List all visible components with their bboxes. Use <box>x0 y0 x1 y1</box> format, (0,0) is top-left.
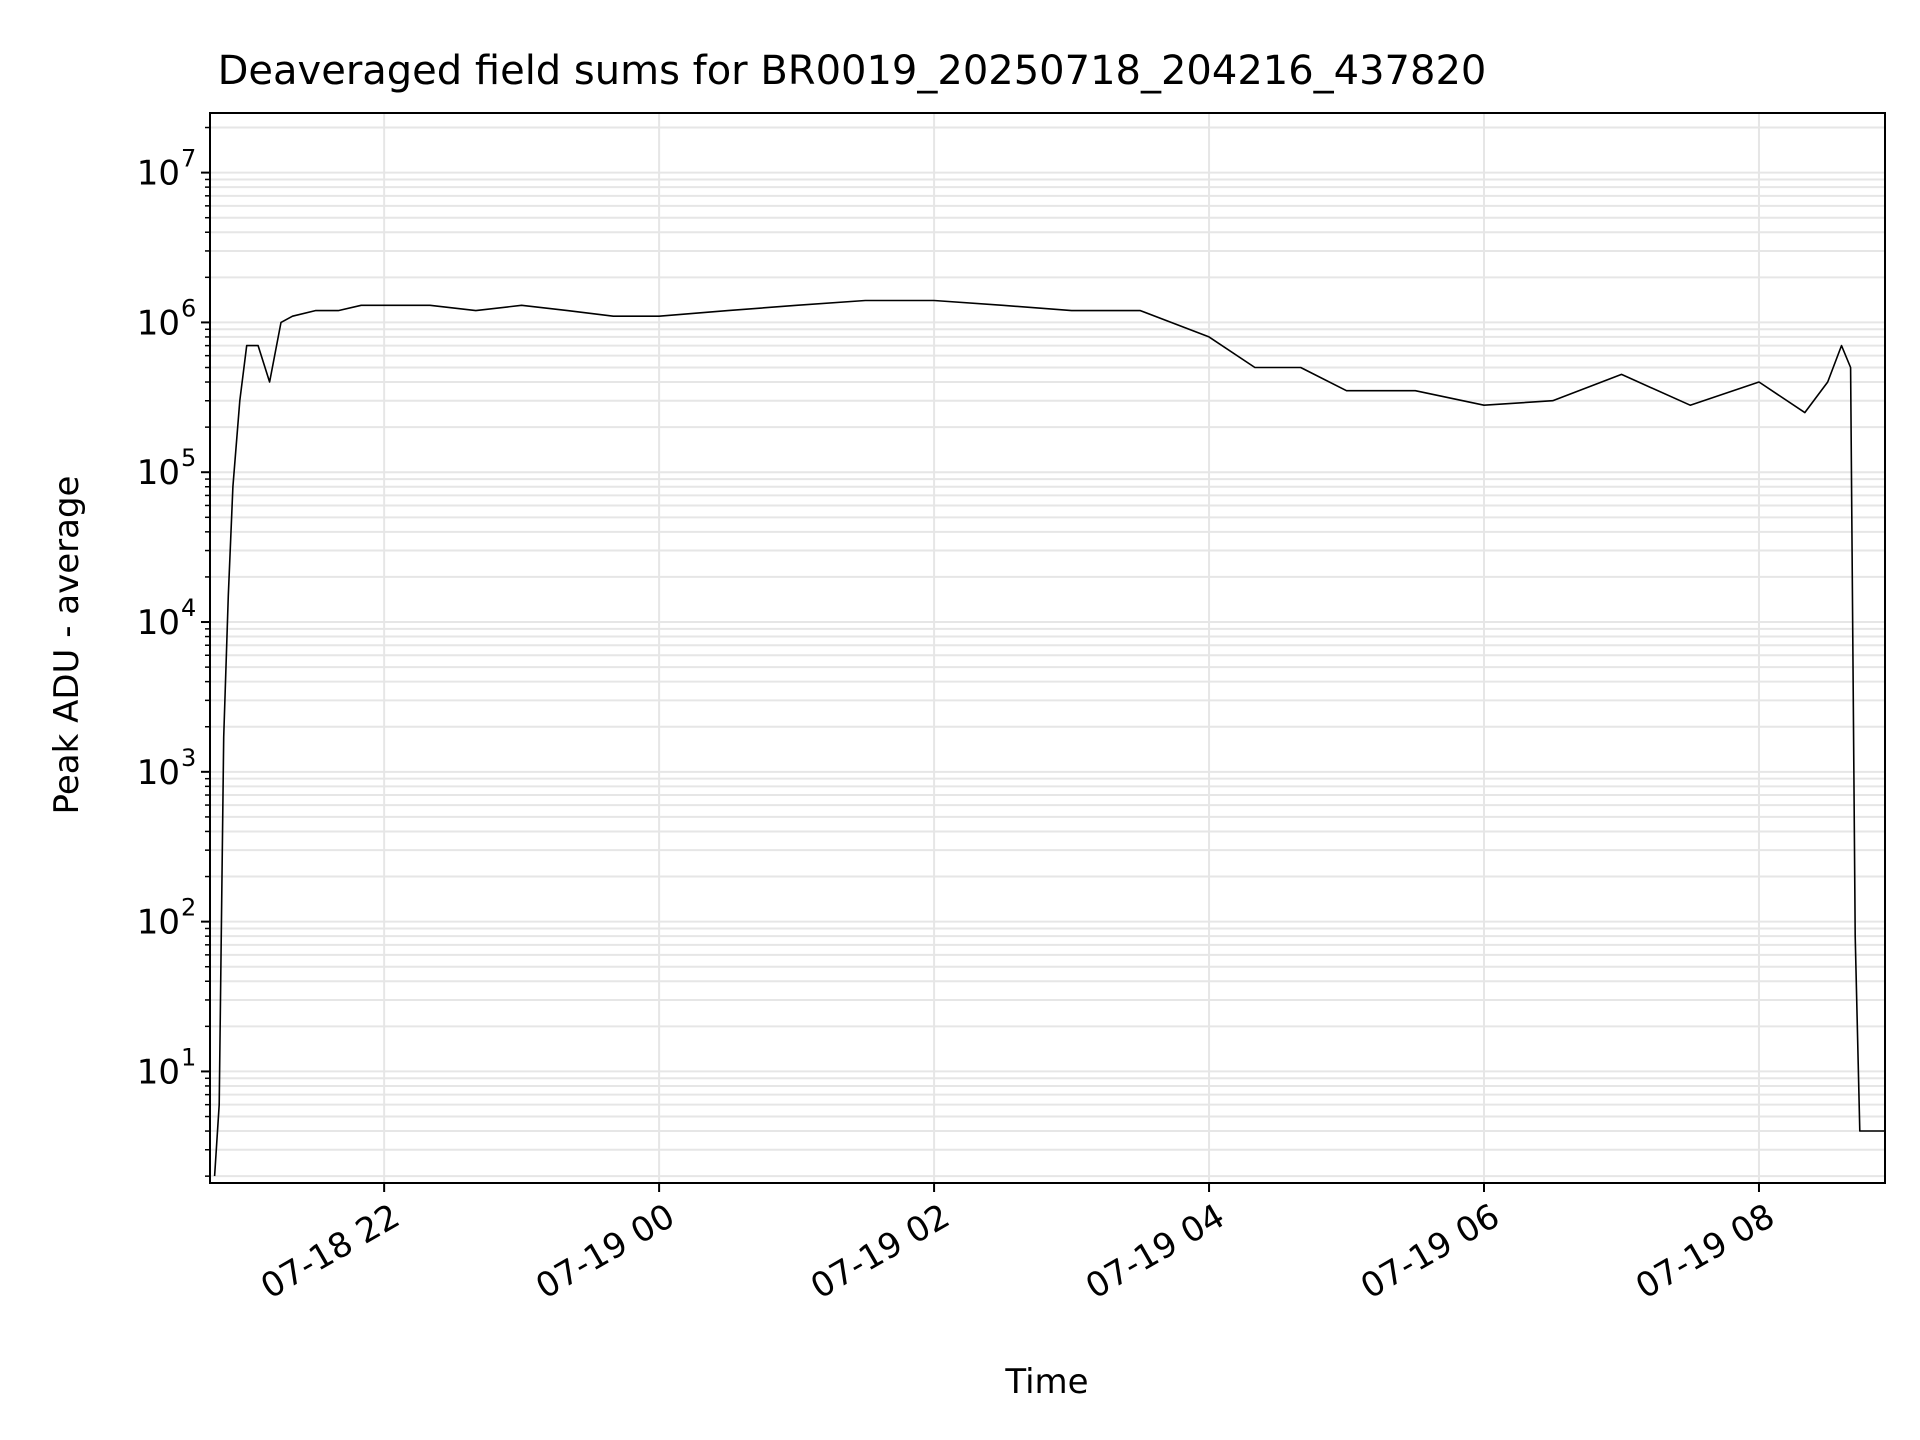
y-tick-label: 10 <box>137 303 180 343</box>
plot-line-group <box>213 299 1885 1177</box>
y-tick-exponent: 3 <box>181 744 196 772</box>
y-tick-exponent: 2 <box>181 894 196 922</box>
y-tick-exponent: 4 <box>181 594 196 622</box>
y-axis-label: Peak ADU - average <box>47 476 87 815</box>
x-axis-label: Time <box>1004 1362 1088 1402</box>
y-tick-exponent: 7 <box>181 145 196 173</box>
y-tick-label: 10 <box>137 1052 180 1092</box>
chart-title: Deaveraged field sums for BR0019_2025071… <box>218 48 1487 94</box>
y-tick-exponent: 6 <box>181 294 196 322</box>
y-tick-label: 10 <box>137 603 180 643</box>
y-tick-label: 10 <box>137 753 180 793</box>
y-tick-label: 10 <box>137 903 180 943</box>
series-line <box>213 299 1885 1177</box>
axes-frame <box>209 112 1886 1184</box>
grid <box>210 113 1885 1183</box>
y-tick-label: 10 <box>137 154 180 194</box>
y-tick-exponent: 5 <box>181 444 196 472</box>
y-tick-label: 10 <box>137 453 180 493</box>
y-tick-exponent: 1 <box>181 1043 196 1071</box>
